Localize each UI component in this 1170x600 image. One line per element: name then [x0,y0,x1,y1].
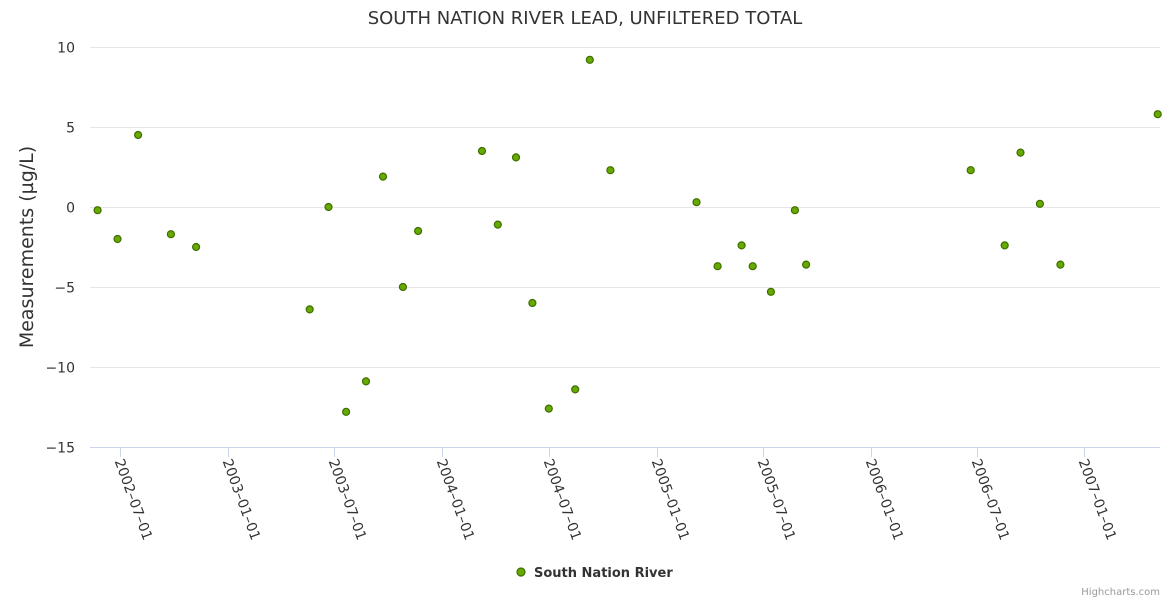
data-point[interactable] [192,242,201,252]
data-point[interactable] [113,234,122,244]
legend-marker[interactable] [516,567,526,577]
data-point[interactable] [324,202,333,212]
data-point[interactable] [766,287,776,296]
data-point[interactable] [305,305,314,314]
y-tick-label: −5 [54,281,75,297]
data-point[interactable] [1016,148,1025,157]
y-tick-label: 10 [57,41,75,57]
data-point[interactable] [1000,241,1009,250]
data-point[interactable] [606,166,615,175]
data-point[interactable] [585,55,594,64]
data-point[interactable] [361,377,371,386]
data-point[interactable] [414,226,423,236]
data-point[interactable] [801,260,811,269]
data-point[interactable] [93,206,102,215]
data-point[interactable] [748,262,757,271]
credits-link[interactable]: Highcharts.com [1081,587,1160,598]
y-axis: −15 −10 −5 0 5 10 [45,41,75,457]
data-point[interactable] [342,407,351,416]
data-point[interactable] [1035,199,1045,208]
data-point[interactable] [790,206,800,215]
data-point[interactable] [166,230,175,239]
grid-lines [90,47,1160,368]
data-points [93,55,1162,416]
data-point[interactable] [1153,110,1162,119]
data-point[interactable] [378,172,388,181]
data-point[interactable] [571,385,580,394]
data-point[interactable] [477,146,487,156]
y-tick-label: 5 [66,121,75,137]
data-point[interactable] [511,153,521,162]
data-point[interactable] [544,404,553,413]
data-point[interactable] [134,130,143,140]
data-point[interactable] [1056,260,1065,269]
y-tick-label: −15 [45,441,75,457]
y-axis-title: Measurements (µg/L) [16,146,38,348]
legend-item-south-nation-river[interactable]: South Nation River [534,566,673,581]
data-point[interactable] [713,262,722,271]
data-point[interactable] [528,298,537,308]
data-point[interactable] [966,166,975,175]
y-tick-label: 0 [66,201,75,217]
legend[interactable]: South Nation River [516,566,673,581]
y-tick-label: −10 [45,361,75,377]
data-point[interactable] [692,198,701,207]
data-point[interactable] [737,241,746,250]
chart-title: SOUTH NATION RIVER LEAD, UNFILTERED TOTA… [368,8,803,29]
data-point[interactable] [398,282,407,292]
data-point[interactable] [493,220,502,229]
